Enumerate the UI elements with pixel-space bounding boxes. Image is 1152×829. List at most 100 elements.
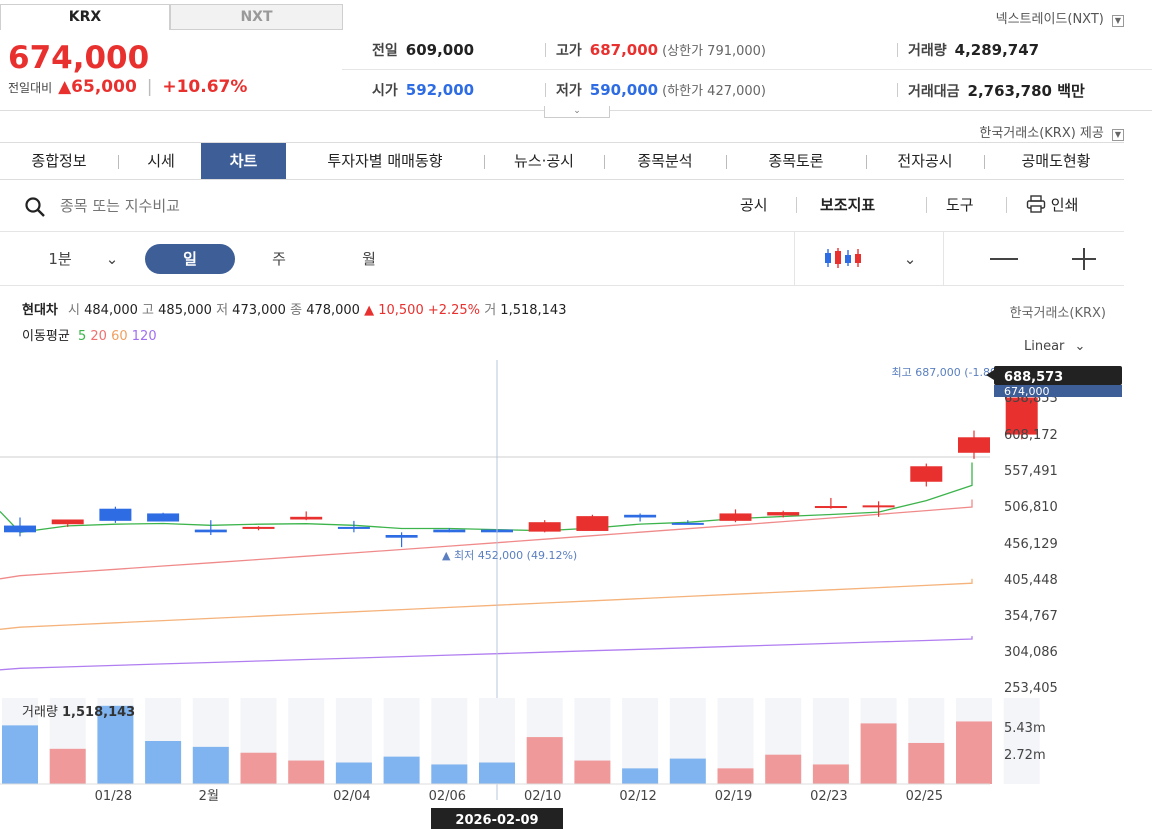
tab-nxt[interactable]: NXT — [170, 4, 343, 30]
ma60-line — [0, 578, 973, 630]
x-tick-label: 02/04 — [333, 789, 370, 804]
volume-bar — [622, 768, 659, 784]
stat-amount: 거래대금 2,763,780 백만 — [908, 82, 1085, 100]
candle-body — [719, 513, 752, 521]
candle-body — [910, 466, 943, 482]
tag-pointer — [986, 370, 994, 380]
print-button[interactable]: 인쇄 — [1026, 194, 1078, 215]
candle-body — [385, 535, 418, 538]
legend-close: 478,000 — [306, 303, 360, 318]
nav-quotes[interactable]: 시세 — [147, 152, 175, 170]
chevron-down-icon[interactable]: ⌄ — [903, 250, 917, 268]
chevron-down-icon: ⌄ — [1074, 339, 1086, 354]
volume-bar — [908, 742, 945, 784]
zoom-out-icon[interactable] — [988, 248, 1020, 270]
stat-high: 고가 687,000 (상한가 791,000) — [556, 41, 767, 59]
period-minute[interactable]: 1분 — [48, 250, 72, 268]
compare-search-input[interactable] — [60, 194, 360, 218]
change-value: 65,000 — [71, 77, 137, 97]
tool-draw[interactable]: 도구 — [946, 196, 974, 214]
main-nav: 종합정보 시세 차트 투자자별 매매동향 뉴스·공시 종목분석 종목토론 전자공… — [0, 142, 1124, 180]
expand-toggle[interactable]: ⌄ — [544, 106, 610, 118]
volume-bar — [860, 723, 897, 784]
ma20-line — [0, 499, 973, 580]
crosshair-date-label: 2026-02-09 — [455, 813, 538, 828]
nav-discussion[interactable]: 종목토론 — [768, 152, 824, 170]
legend-low: 473,000 — [232, 303, 286, 318]
nav-disclosure[interactable]: 전자공시 — [897, 152, 953, 170]
printer-icon — [1026, 195, 1046, 213]
candle-body — [1005, 397, 1038, 435]
candlestick-icon[interactable] — [824, 246, 866, 270]
legend-high: 485,000 — [158, 303, 212, 318]
crosshair-price-label: 688,573 — [1004, 370, 1063, 385]
y-tick-label: 506,810 — [1004, 500, 1058, 515]
nav-analysis[interactable]: 종목분석 — [637, 152, 693, 170]
ma5-line — [0, 462, 973, 533]
change-label: 전일대비 — [8, 81, 53, 95]
chart-toolbar: 공시 보조지표 도구 인쇄 — [0, 180, 1124, 232]
ma-60: 60 — [111, 329, 128, 344]
volume-bar — [335, 762, 372, 784]
volume-bar — [812, 764, 849, 784]
candle-body — [99, 508, 132, 521]
candle-body — [242, 526, 275, 529]
candle-body — [51, 519, 84, 525]
search-icon — [25, 197, 45, 217]
x-tick-label: 02/19 — [715, 789, 752, 804]
nav-investor[interactable]: 투자자별 매매동향 — [327, 152, 443, 170]
stat-low: 저가 590,000 (하한가 427,000) — [556, 81, 767, 99]
nav-info[interactable]: 종합정보 — [31, 152, 87, 170]
volume-bar — [479, 762, 515, 784]
stat-prev-close: 전일 609,000 — [372, 41, 475, 59]
print-label: 인쇄 — [1050, 196, 1079, 214]
up-arrow-icon: ▲ — [58, 77, 72, 97]
tool-indicators[interactable]: 보조지표 — [820, 196, 876, 214]
candle-body — [958, 437, 990, 453]
y-tick-label: 354,767 — [1004, 609, 1058, 624]
ma-label: 이동평균 — [22, 329, 70, 344]
nxt-link[interactable]: 넥스트레이드(NXT) ▼ — [996, 8, 1124, 27]
volume-bar — [192, 746, 229, 784]
crosshair-date-tag — [431, 808, 563, 829]
period-month[interactable]: 월 — [362, 250, 376, 268]
candle-body — [528, 522, 561, 532]
provider-link[interactable]: 한국거래소(KRX) 제공 ▼ — [979, 122, 1124, 141]
volume-bar — [49, 748, 86, 784]
volume-bar — [2, 725, 38, 784]
nav-short-selling[interactable]: 공매도현황 — [1021, 152, 1091, 170]
current-price: 674,000 — [8, 40, 150, 76]
nav-news[interactable]: 뉴스·공시 — [514, 152, 574, 170]
zoom-in-icon[interactable] — [1068, 248, 1100, 270]
price-chart[interactable]: 최고 687,000 (-1.89%) ▲ 최저 452,000 (49.12%)… — [0, 360, 1152, 829]
x-tick-label: 02/06 — [429, 789, 466, 804]
chevron-down-icon: ⌄ — [573, 106, 581, 116]
compare-search[interactable] — [22, 194, 382, 218]
y-tick-label: 456,129 — [1004, 537, 1058, 552]
legend-change: ▲ 10,500 +2.25% — [364, 303, 481, 318]
period-week[interactable]: 주 — [272, 250, 286, 268]
period-day[interactable]: 일 — [145, 244, 235, 274]
nav-chart[interactable]: 차트 — [201, 143, 286, 179]
volume-bar — [765, 754, 802, 784]
volume-bar — [240, 752, 277, 784]
volume-tick-label: 2.72m — [1004, 748, 1046, 763]
y-tick-label: 253,405 — [1004, 681, 1058, 696]
volume-bar — [956, 721, 992, 784]
chevron-down-icon[interactable]: ⌄ — [105, 250, 119, 268]
ma-5: 5 — [77, 329, 87, 344]
volume-bar — [574, 760, 611, 784]
high-annotation: 최고 687,000 (-1.89%) — [891, 366, 1011, 379]
tool-disclosure[interactable]: 공시 — [740, 196, 768, 214]
scale-selector[interactable]: Linear ⌄ — [1024, 339, 1085, 354]
y-tick-label: 304,086 — [1004, 645, 1058, 660]
candle-body — [814, 506, 847, 509]
candle-body — [433, 529, 466, 533]
candle-body — [767, 512, 800, 516]
candle-body — [290, 516, 323, 520]
volume-slot — [1003, 698, 1040, 784]
tab-krx[interactable]: KRX — [0, 4, 170, 30]
y-tick-label: 608,172 — [1004, 428, 1058, 443]
candle-body — [624, 514, 657, 518]
x-tick-label: 02/23 — [810, 789, 847, 804]
